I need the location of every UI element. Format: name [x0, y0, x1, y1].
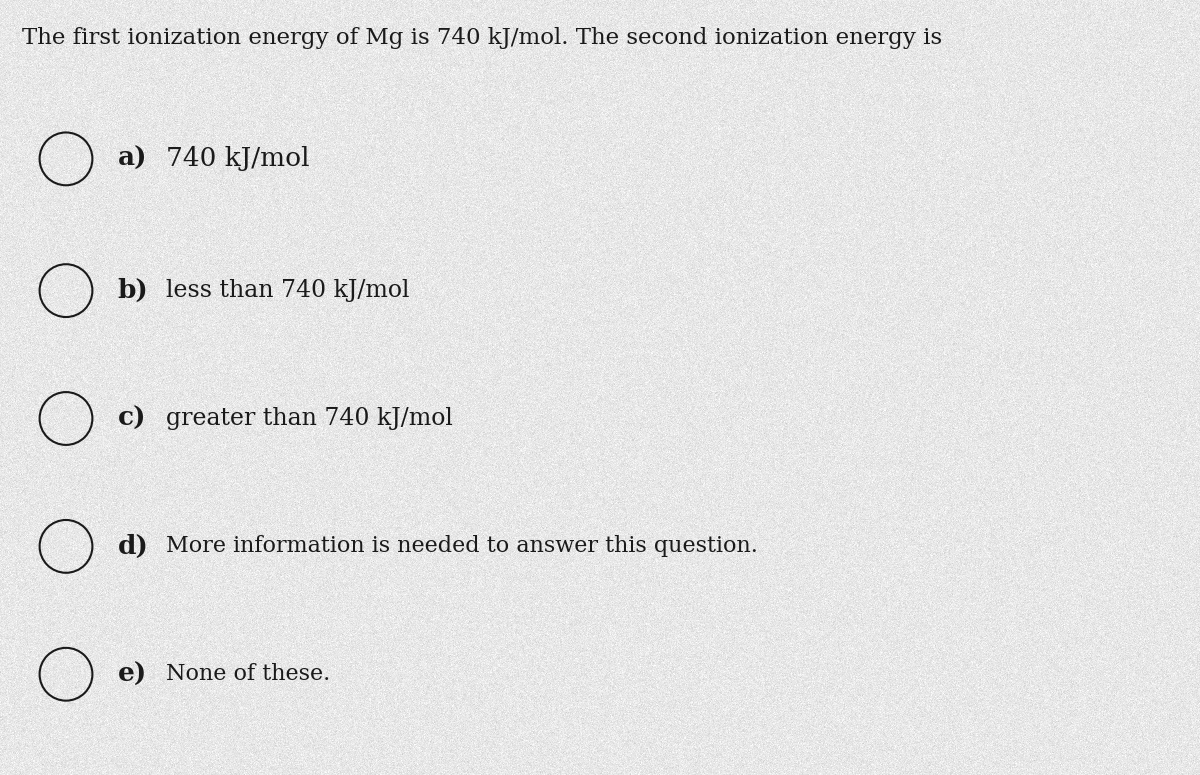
Text: a): a)	[118, 146, 148, 171]
Text: b): b)	[118, 278, 149, 303]
Text: None of these.: None of these.	[166, 663, 330, 685]
Text: c): c)	[118, 406, 146, 431]
Text: The first ionization energy of Mg is 740 kJ/mol. The second ionization energy is: The first ionization energy of Mg is 740…	[22, 27, 942, 49]
Text: 740 kJ/mol: 740 kJ/mol	[166, 146, 310, 171]
Text: e): e)	[118, 662, 146, 687]
Text: greater than 740 kJ/mol: greater than 740 kJ/mol	[166, 407, 452, 430]
Text: More information is needed to answer this question.: More information is needed to answer thi…	[166, 536, 757, 557]
Text: less than 740 kJ/mol: less than 740 kJ/mol	[166, 279, 409, 302]
Text: d): d)	[118, 534, 149, 559]
